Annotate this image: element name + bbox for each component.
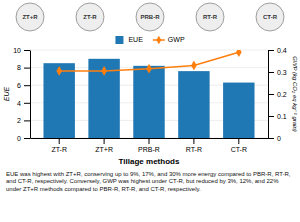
tick-label: 0 bbox=[277, 135, 281, 142]
y2-axis: 0 0.1 0.2 0.3 0.4 bbox=[268, 47, 287, 142]
tick: 4 bbox=[17, 100, 30, 107]
marker bbox=[191, 60, 197, 70]
tick-mark bbox=[268, 50, 274, 51]
tick-label: 4 bbox=[17, 100, 21, 107]
image-circle bbox=[196, 3, 224, 31]
tick-mark bbox=[24, 103, 30, 104]
tick-mark bbox=[104, 138, 105, 144]
tick-mark bbox=[268, 72, 274, 73]
tick-label: 0.4 bbox=[277, 47, 287, 54]
tick-label: 0.1 bbox=[277, 113, 287, 120]
plot-area bbox=[43, 50, 254, 138]
tick-label: 2 bbox=[17, 117, 21, 124]
image-row: ZT+R ZT-R PRB-R RT-R CT-R bbox=[16, 3, 284, 31]
tick-label: 6 bbox=[17, 82, 21, 89]
tick-mark bbox=[193, 138, 194, 144]
bar bbox=[133, 66, 164, 138]
image-circle bbox=[256, 3, 284, 31]
tick-mark bbox=[149, 138, 150, 144]
tick-mark bbox=[268, 116, 274, 117]
bar bbox=[223, 83, 254, 138]
tick: 0.3 bbox=[268, 69, 287, 76]
tick: CT-R bbox=[231, 138, 247, 153]
image-circle bbox=[76, 3, 104, 31]
caption-line: under ZT+R methods compared to PBR-R, RT… bbox=[6, 186, 201, 192]
tick-label: CT-R bbox=[231, 146, 247, 153]
x-axis-title: Tillage methods bbox=[119, 157, 180, 166]
bar bbox=[178, 71, 209, 138]
tick-label: ZT-R bbox=[51, 146, 67, 153]
y-axis-title: EUE bbox=[3, 86, 10, 101]
x-axis: ZT-R ZT+R PRB-R RT-R CT-R bbox=[31, 138, 269, 153]
tick-label: 0.2 bbox=[277, 91, 287, 98]
legend-label: GWP bbox=[168, 36, 185, 43]
legend-item: EUE bbox=[115, 36, 143, 44]
marker bbox=[236, 50, 242, 57]
tick: 0 bbox=[268, 135, 281, 142]
caption-line: and CT-R, respectively. Conversely, GWP … bbox=[6, 178, 279, 184]
tick: 0 bbox=[17, 135, 30, 142]
grid-line bbox=[30, 50, 268, 51]
tick-label: PRB-R bbox=[138, 146, 160, 153]
tick-label: 10 bbox=[13, 47, 21, 54]
axis-line bbox=[30, 51, 31, 139]
marker bbox=[146, 64, 152, 74]
y-axis: 0 2 4 6 8 10 bbox=[13, 47, 30, 142]
image-circle bbox=[16, 3, 44, 31]
chart: ZT+R ZT-R PRB-R RT-R CT-R ZT-R ZT+R PRB-R RT-R CT… bbox=[0, 0, 300, 222]
tick: 10 bbox=[13, 47, 30, 54]
image-label: CT-R bbox=[263, 14, 278, 20]
image-label: RT-R bbox=[203, 14, 218, 20]
tick-mark bbox=[268, 138, 274, 139]
image-label: ZT-R bbox=[83, 14, 97, 20]
tick-label: 0.3 bbox=[277, 69, 287, 76]
tick: 6 bbox=[17, 82, 30, 89]
legend-swatch bbox=[156, 36, 161, 44]
tick: 2 bbox=[17, 117, 30, 124]
bar bbox=[43, 63, 74, 138]
grid bbox=[30, 50, 268, 138]
tick-mark bbox=[238, 138, 239, 144]
tick: PRB-R bbox=[138, 138, 160, 153]
tick: RT-R bbox=[186, 138, 202, 153]
tick: 8 bbox=[17, 64, 30, 71]
marker bbox=[56, 66, 62, 76]
tick: 0.1 bbox=[268, 113, 287, 120]
caption: EUE was highest with ZT+R, conserving up… bbox=[6, 171, 291, 192]
image-circle bbox=[136, 3, 164, 31]
tick-mark bbox=[24, 85, 30, 86]
tick-mark bbox=[268, 94, 274, 95]
tick-label: 0 bbox=[17, 135, 21, 142]
tick: 0.2 bbox=[268, 91, 287, 98]
tick-mark bbox=[24, 120, 30, 121]
tick-mark bbox=[59, 138, 60, 144]
tick-mark bbox=[24, 138, 30, 139]
image-label: ZT+R bbox=[22, 14, 38, 20]
tick-label: RT-R bbox=[186, 146, 202, 153]
marker bbox=[101, 66, 107, 76]
legend-swatch bbox=[115, 36, 123, 44]
legend: EUE GWP bbox=[115, 36, 184, 44]
tick: 0.4 bbox=[268, 47, 287, 54]
tick-mark bbox=[24, 50, 30, 51]
legend-item: GWP bbox=[153, 36, 185, 44]
tick-mark bbox=[24, 68, 30, 69]
tick: ZT+R bbox=[95, 138, 113, 153]
tick-label: ZT+R bbox=[95, 146, 113, 153]
legend-label: EUE bbox=[128, 36, 143, 43]
tick: ZT-R bbox=[51, 138, 67, 153]
image-label: PRB-R bbox=[141, 14, 161, 20]
caption-line: EUE was highest with ZT+R, conserving up… bbox=[6, 171, 291, 177]
tick-label: 8 bbox=[17, 64, 21, 71]
y2-axis-title: GWP (kg CO₂ eq kg⁻¹ grain) bbox=[292, 56, 298, 132]
